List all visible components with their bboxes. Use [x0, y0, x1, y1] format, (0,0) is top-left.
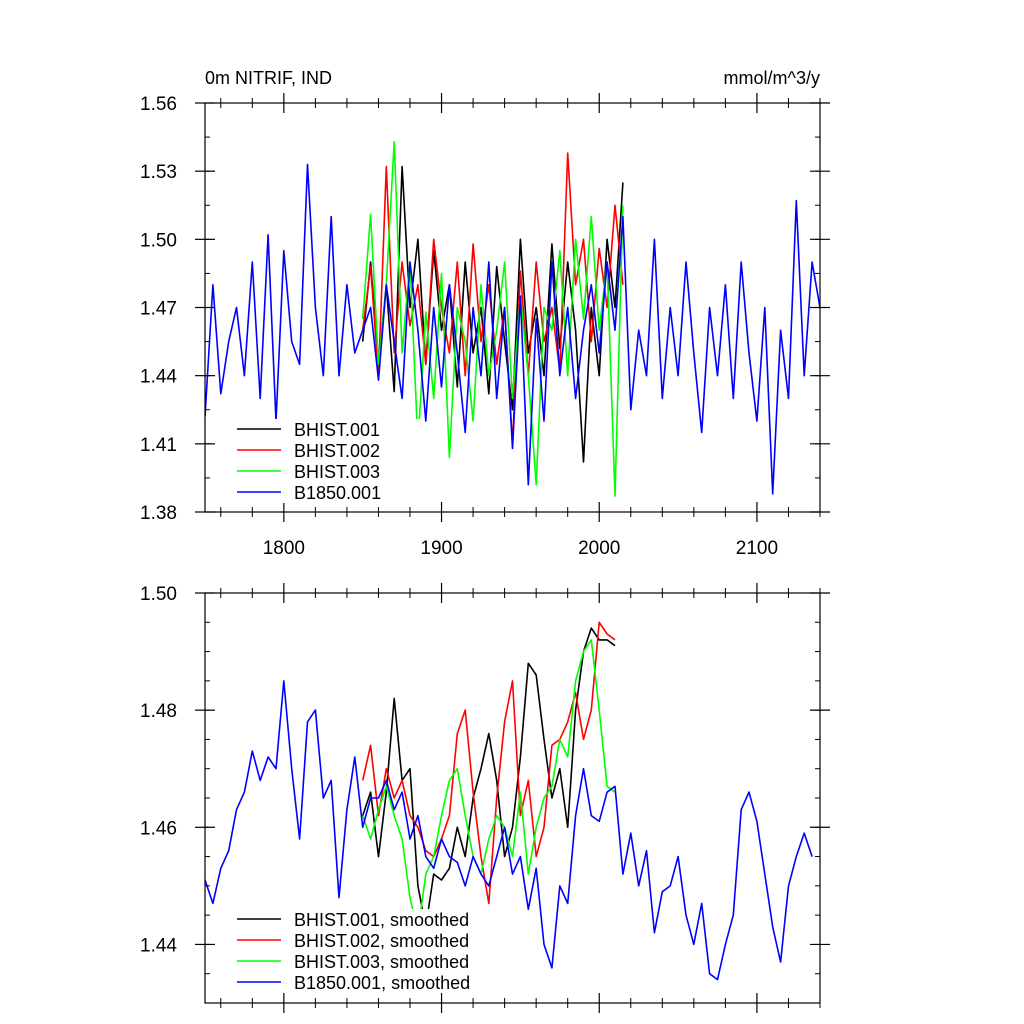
legend-label: B1850.001: [294, 483, 381, 503]
legend-bg: [235, 930, 510, 951]
legend-label: BHIST.003, smoothed: [294, 952, 469, 972]
series-line-b1850-001: [205, 163, 820, 495]
legend-bg: [235, 440, 420, 461]
y-tick-label: 1.41: [140, 435, 177, 456]
y-tick-label: 1.50: [140, 584, 177, 605]
x-tick-label: 1800: [263, 538, 305, 559]
y-tick-label: 1.53: [140, 162, 177, 183]
x-tick-label: 1900: [420, 538, 462, 559]
legend-label: BHIST.002, smoothed: [294, 931, 469, 951]
top-panel-axes: 1.38 1.41 1.44 1.47 1.50 1.53 1.56 1800 1900 2000…: [140, 93, 830, 559]
legend-label: B1850.001, smoothed: [294, 973, 470, 993]
top-panel-title: 0m NITRIF, IND: [205, 68, 332, 88]
bottom-panel-series: [205, 621, 813, 981]
series-line-b1850-001-smoothed: [205, 680, 813, 981]
legend-bg: [235, 909, 510, 930]
legend-bg: [235, 972, 510, 993]
legend-bg: [235, 461, 420, 482]
series-line-bhist-003-smoothed: [361, 639, 616, 934]
x-tick-label: 2000: [578, 538, 620, 559]
legend-bg: [235, 951, 510, 972]
y-tick-label: 1.44: [140, 367, 177, 388]
legend-label: BHIST.003: [294, 462, 380, 482]
legend-bg: [235, 482, 420, 503]
top-panel-units: mmol/m^3/y: [724, 68, 820, 88]
y-tick-label: 1.46: [140, 818, 177, 839]
x-tick-label: 2100: [736, 538, 778, 559]
y-tick-label: 1.50: [140, 230, 177, 251]
legend-label: BHIST.002: [294, 441, 380, 461]
legend-bg: [235, 419, 420, 440]
bottom-panel: 1.441.461.481.50 BHIST.001, smoothedBHIS…: [140, 583, 830, 1013]
series-line-bhist-003: [361, 140, 624, 497]
top-panel: 0m NITRIF, IND mmol/m^3/y 1.381.411.441.…: [140, 68, 830, 559]
top-panel-series: [205, 140, 820, 497]
y-tick-label: 1.56: [140, 94, 177, 115]
series-line-bhist-001-smoothed: [361, 627, 616, 928]
y-tick-label: 1.44: [140, 935, 177, 956]
legend-label: BHIST.001: [294, 420, 380, 440]
legend-label: BHIST.001, smoothed: [294, 910, 469, 930]
y-tick-label: 1.38: [140, 503, 177, 524]
y-tick-label: 1.48: [140, 701, 177, 722]
y-tick-label: 1.47: [140, 299, 177, 320]
bottom-panel-axes: 1.44 1.46 1.48 1.50: [140, 583, 830, 1013]
